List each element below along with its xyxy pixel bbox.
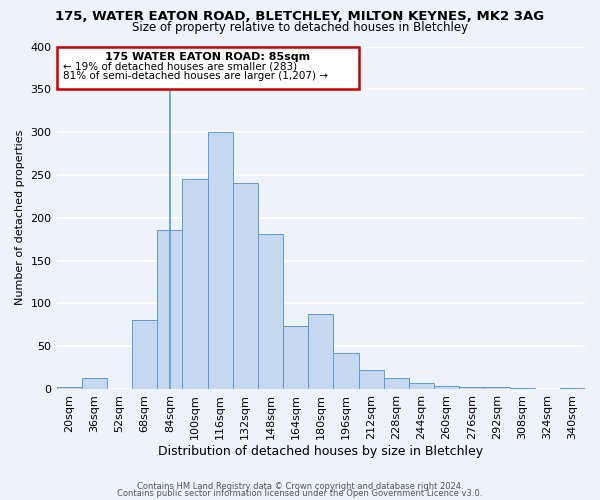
Bar (509, 388, 535, 389)
Bar (157, 230, 182, 389)
Text: Contains public sector information licensed under the Open Government Licence v3: Contains public sector information licen… (118, 489, 482, 498)
Bar (182, 179, 208, 389)
Text: Size of property relative to detached houses in Bletchley: Size of property relative to detached ho… (132, 21, 468, 34)
Text: 175 WATER EATON ROAD: 85sqm: 175 WATER EATON ROAD: 85sqm (105, 52, 310, 62)
Text: 81% of semi-detached houses are larger (1,207) →: 81% of semi-detached houses are larger (… (63, 72, 328, 82)
Bar (82, 378, 107, 389)
Bar (56, 46, 359, 90)
Text: ← 19% of detached houses are smaller (283): ← 19% of detached houses are smaller (28… (63, 61, 297, 71)
Text: 175, WATER EATON ROAD, BLETCHLEY, MILTON KEYNES, MK2 3AG: 175, WATER EATON ROAD, BLETCHLEY, MILTON… (55, 10, 545, 23)
Bar (233, 184, 258, 389)
Bar (208, 132, 233, 389)
Bar (359, 370, 383, 389)
Bar (258, 234, 283, 389)
Bar (283, 326, 308, 389)
Bar (383, 378, 409, 389)
Bar (560, 388, 585, 389)
Bar (308, 314, 334, 389)
Text: Contains HM Land Registry data © Crown copyright and database right 2024.: Contains HM Land Registry data © Crown c… (137, 482, 463, 491)
Bar (132, 320, 157, 389)
Y-axis label: Number of detached properties: Number of detached properties (15, 130, 25, 306)
Bar (434, 386, 459, 389)
Bar (484, 387, 509, 389)
Bar (56, 387, 82, 389)
X-axis label: Distribution of detached houses by size in Bletchley: Distribution of detached houses by size … (158, 444, 484, 458)
Bar (409, 383, 434, 389)
Bar (334, 353, 359, 389)
Bar (459, 387, 484, 389)
